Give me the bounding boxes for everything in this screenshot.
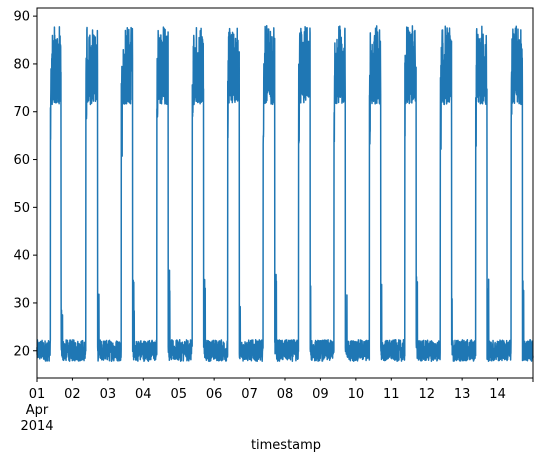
x-tick-label: 04 <box>135 387 152 402</box>
plot-area <box>36 7 534 379</box>
x-tick-label: 11 <box>383 387 400 402</box>
x-tick-label: 06 <box>206 387 223 402</box>
x-tick-label: 12 <box>418 387 435 402</box>
y-tick-label: 30 <box>13 296 30 311</box>
y-tick-label: 90 <box>13 10 30 25</box>
y-tick-label: 40 <box>13 249 30 264</box>
x-tick-label: 05 <box>170 387 187 402</box>
x-axis-label: timestamp <box>251 438 321 453</box>
x-tick-label: 09 <box>312 387 329 402</box>
x-tick-label: 08 <box>277 387 294 402</box>
x-tick-label: 01 <box>29 387 46 402</box>
y-tick-label: 20 <box>13 344 30 359</box>
x-tick-label: 02 <box>64 387 81 402</box>
y-tick-label: 60 <box>13 153 30 168</box>
y-tick-label: 50 <box>13 201 30 216</box>
y-axis: 20 30 40 50 60 70 80 90 <box>13 10 37 359</box>
series-line-0 <box>36 24 534 363</box>
x-tick-label: Apr <box>26 403 49 418</box>
y-tick-label: 70 <box>13 105 30 120</box>
x-tick-label: 07 <box>241 387 258 402</box>
x-tick-label: 13 <box>454 387 471 402</box>
y-tick-label: 80 <box>13 57 30 72</box>
x-tick-label: 2014 <box>20 419 53 434</box>
x-tick-label: 10 <box>348 387 365 402</box>
x-tick-label: 14 <box>489 387 506 402</box>
x-tick-label: 03 <box>100 387 117 402</box>
plot-frame <box>36 7 534 379</box>
